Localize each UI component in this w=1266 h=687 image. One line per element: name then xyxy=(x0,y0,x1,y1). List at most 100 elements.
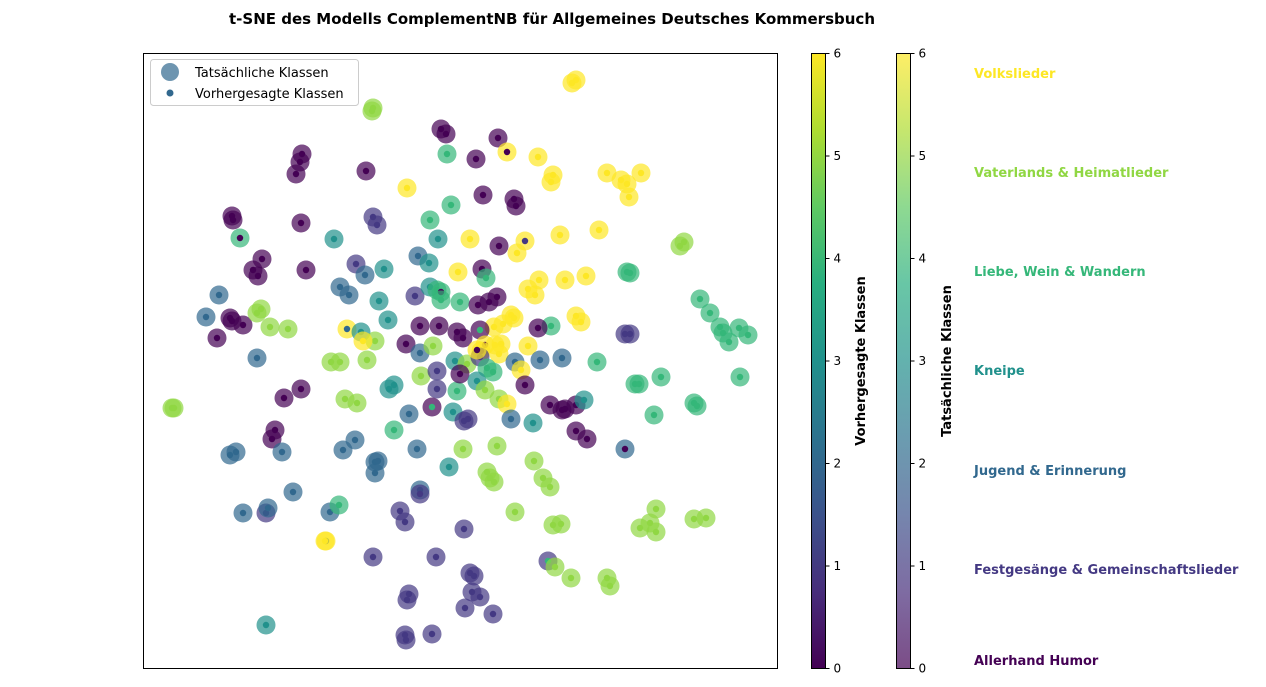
point-predicted xyxy=(513,249,521,257)
point-predicted xyxy=(603,169,611,177)
point-predicted xyxy=(534,324,542,332)
point-predicted xyxy=(374,457,382,465)
point-predicted xyxy=(690,515,698,523)
point-predicted xyxy=(380,265,388,273)
colorbar-predicted-tick-label: 0 xyxy=(834,662,842,676)
point-predicted xyxy=(369,553,377,561)
point-predicted xyxy=(236,234,244,242)
colorbar-predicted-tick-label: 6 xyxy=(834,47,842,61)
colorbar-predicted-tick-label: 4 xyxy=(834,252,842,266)
point-predicted xyxy=(517,366,525,374)
point-predicted xyxy=(426,216,434,224)
point-predicted xyxy=(470,572,478,580)
point-predicted xyxy=(352,260,360,268)
point-predicted xyxy=(530,457,538,465)
point-predicted xyxy=(456,370,464,378)
point-predicted xyxy=(744,331,752,339)
point-predicted xyxy=(459,334,467,342)
point-predicted xyxy=(297,385,305,393)
point-predicted xyxy=(362,167,370,175)
point-predicted xyxy=(434,235,442,243)
point-predicted xyxy=(551,563,559,571)
point-predicted xyxy=(443,150,451,158)
point-predicted xyxy=(239,509,247,517)
point-predicted xyxy=(460,525,468,533)
point-predicted xyxy=(429,342,437,350)
class-name-label: Allerhand Humor xyxy=(974,654,1099,669)
point-predicted xyxy=(531,291,539,299)
point-predicted xyxy=(626,269,634,277)
colorbar-actual-tick-label: 0 xyxy=(919,662,927,676)
point-predicted xyxy=(536,356,544,364)
point-predicted xyxy=(489,368,497,376)
point-predicted xyxy=(568,79,576,87)
point-predicted xyxy=(384,316,392,324)
point-predicted xyxy=(264,504,272,512)
point-predicted xyxy=(351,436,359,444)
colorbar-predicted-tick-label: 1 xyxy=(834,559,842,573)
point-predicted xyxy=(479,191,487,199)
point-predicted xyxy=(577,318,585,326)
colorbar-predicted-tick-label: 3 xyxy=(834,354,842,368)
point-predicted xyxy=(359,337,367,345)
point-predicted xyxy=(606,582,614,590)
point-predicted xyxy=(495,242,503,250)
colorbar-predicted-tick-label: 2 xyxy=(834,457,842,471)
point-predicted xyxy=(390,426,398,434)
point-predicted xyxy=(453,387,461,395)
point-predicted xyxy=(228,317,236,325)
point-predicted xyxy=(437,296,445,304)
colorbar-actual-tick-label: 5 xyxy=(919,149,927,163)
point-predicted xyxy=(637,169,645,177)
colorbar-actual-bar xyxy=(896,53,911,669)
point-predicted xyxy=(416,349,424,357)
point-predicted xyxy=(507,415,515,423)
point-predicted xyxy=(414,252,422,260)
colorbar-actual-tick-label: 2 xyxy=(919,457,927,471)
point-predicted xyxy=(461,604,469,612)
point-predicted xyxy=(416,322,424,330)
point-predicted xyxy=(428,403,436,411)
colorbar-actual-tick-label: 1 xyxy=(919,559,927,573)
point-predicted xyxy=(449,408,457,416)
class-name-label: Vaterlands & Heimatlieder xyxy=(974,166,1169,181)
point-predicted xyxy=(442,130,450,138)
legend-label-actual: Tatsächliche Klassen xyxy=(194,66,329,81)
point-predicted xyxy=(583,435,591,443)
point-predicted xyxy=(363,356,371,364)
colorbar-predicted-bar xyxy=(811,53,826,669)
point-predicted xyxy=(368,107,376,115)
point-predicted xyxy=(428,630,436,638)
colorbar-actual-ticks: 0 1 2 3 4 5 6 xyxy=(910,47,927,676)
point-predicted xyxy=(258,255,266,263)
point-predicted xyxy=(454,268,462,276)
point-predicted xyxy=(481,386,489,394)
colorbar-actual-tick-label: 3 xyxy=(919,354,927,368)
colorbar-actual: 0 1 2 3 4 5 6 Tatsächliche Klassen xyxy=(896,47,955,676)
point-predicted xyxy=(361,271,369,279)
class-name-label: Festgesänge & Gemeinschaftslieder xyxy=(974,563,1239,578)
point-predicted xyxy=(621,445,629,453)
point-predicted xyxy=(321,537,329,545)
point-predicted xyxy=(696,295,704,303)
point-predicted xyxy=(473,346,481,354)
point-predicted xyxy=(232,448,240,456)
point-predicted xyxy=(490,478,498,486)
point-predicted xyxy=(473,377,481,385)
point-predicted xyxy=(335,501,343,509)
point-predicted xyxy=(373,221,381,229)
point-predicted xyxy=(289,488,297,496)
point-predicted xyxy=(466,235,474,243)
legend-marker-predicted xyxy=(166,89,174,97)
colorbar-actual-tick-label: 6 xyxy=(919,47,927,61)
point-predicted xyxy=(339,446,347,454)
point-predicted xyxy=(657,373,665,381)
point-predicted xyxy=(595,226,603,234)
point-predicted xyxy=(280,394,288,402)
points-layer xyxy=(162,70,758,650)
point-predicted xyxy=(547,178,555,186)
point-predicted xyxy=(650,411,658,419)
legend-box xyxy=(150,59,359,106)
point-predicted xyxy=(652,528,660,536)
